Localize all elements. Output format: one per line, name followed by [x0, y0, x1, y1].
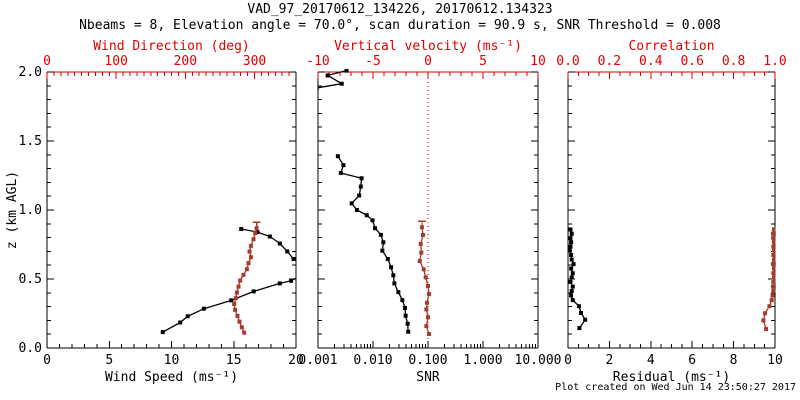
bottom-axis-title: Wind Speed (ms⁻¹)	[105, 370, 238, 385]
bottom-tick-label: 4	[647, 353, 655, 368]
bottom-axis-title: SNR	[416, 370, 440, 385]
top-tick-label: 5	[479, 54, 487, 69]
top-axis-title: Correlation	[628, 39, 714, 54]
residual-panel: 0 2 4 6 8 10 Residual (ms⁻¹) 0.0 0.2 0.4 0.6 0.8 1.0…	[556, 39, 786, 385]
y-tick-label: 2.0	[19, 65, 42, 80]
top-tick-label: 0	[43, 54, 51, 69]
y-tick-label: 0.5	[19, 272, 42, 287]
bottom-tick-label: 10.000	[515, 353, 562, 368]
bottom-tick-label: 15	[226, 353, 242, 368]
bottom-tick-label: 0.001	[298, 353, 337, 368]
top-axis-title: Wind Direction (deg)	[93, 39, 250, 54]
bottom-tick-label: 0	[43, 353, 51, 368]
plot-created-timestamp: Plot created on Wed Jun 14 23:50:27 2017	[555, 382, 796, 393]
top-tick-label: 300	[243, 54, 266, 69]
plot-title: VAD_97_20170612_134226, 20170612.134323	[247, 2, 553, 17]
bottom-tick-label: 2	[605, 353, 613, 368]
bottom-tick-label: 10	[767, 353, 783, 368]
bottom-tick-label: 20	[288, 353, 304, 368]
bottom-tick-label: 0.010	[353, 353, 392, 368]
series-wind-direction	[232, 221, 261, 335]
bottom-tick-label: 10	[164, 353, 180, 368]
y-tick-label: 1.0	[19, 203, 42, 218]
top-tick-label: 0.6	[680, 54, 703, 69]
bottom-tick-label: 5	[105, 353, 113, 368]
top-tick-label: 10	[530, 54, 546, 69]
y-tick-label: 0.0	[19, 341, 42, 356]
bottom-tick-label: 6	[688, 353, 696, 368]
top-tick-label: 0.4	[639, 54, 663, 69]
series-wind-speed	[160, 227, 297, 335]
bottom-axis-title: Residual (ms⁻¹)	[613, 370, 730, 385]
bottom-tick-label: 1.000	[463, 353, 502, 368]
plot-subtitle: Nbeams = 8, Elevation angle = 70.0°, sca…	[79, 18, 721, 33]
series-correlation	[761, 227, 776, 332]
top-axis-title: Vertical velocity (ms⁻¹)	[334, 39, 522, 54]
bottom-tick-label: 0	[564, 353, 572, 368]
series-vertical-velocity	[417, 220, 431, 337]
y-tick-label: 1.5	[19, 134, 42, 149]
y-axis-title: z (km AGL)	[5, 171, 20, 249]
top-tick-label: 1.0	[763, 54, 786, 69]
top-tick-label: -5	[365, 54, 381, 69]
snr-panel: 0.001 0.010 0.100 1.000 10.000 SNR -10 -5 0 5 10 Ve…	[298, 39, 561, 385]
top-tick-label: 0	[424, 54, 432, 69]
top-tick-label: 200	[174, 54, 197, 69]
series-snr	[317, 69, 411, 334]
top-tick-label: -10	[306, 54, 329, 69]
bottom-tick-label: 0.100	[408, 353, 447, 368]
series-residual	[567, 227, 588, 331]
bottom-tick-label: 8	[730, 353, 738, 368]
top-tick-label: 100	[104, 54, 127, 69]
top-tick-label: 0.0	[556, 54, 579, 69]
top-tick-label: 0.8	[722, 54, 745, 69]
wind-panel: 0 5 10 15 20 Wind Speed (ms⁻¹) 0 100 200 300Wind …	[5, 39, 304, 385]
top-tick-label: 0.2	[598, 54, 621, 69]
